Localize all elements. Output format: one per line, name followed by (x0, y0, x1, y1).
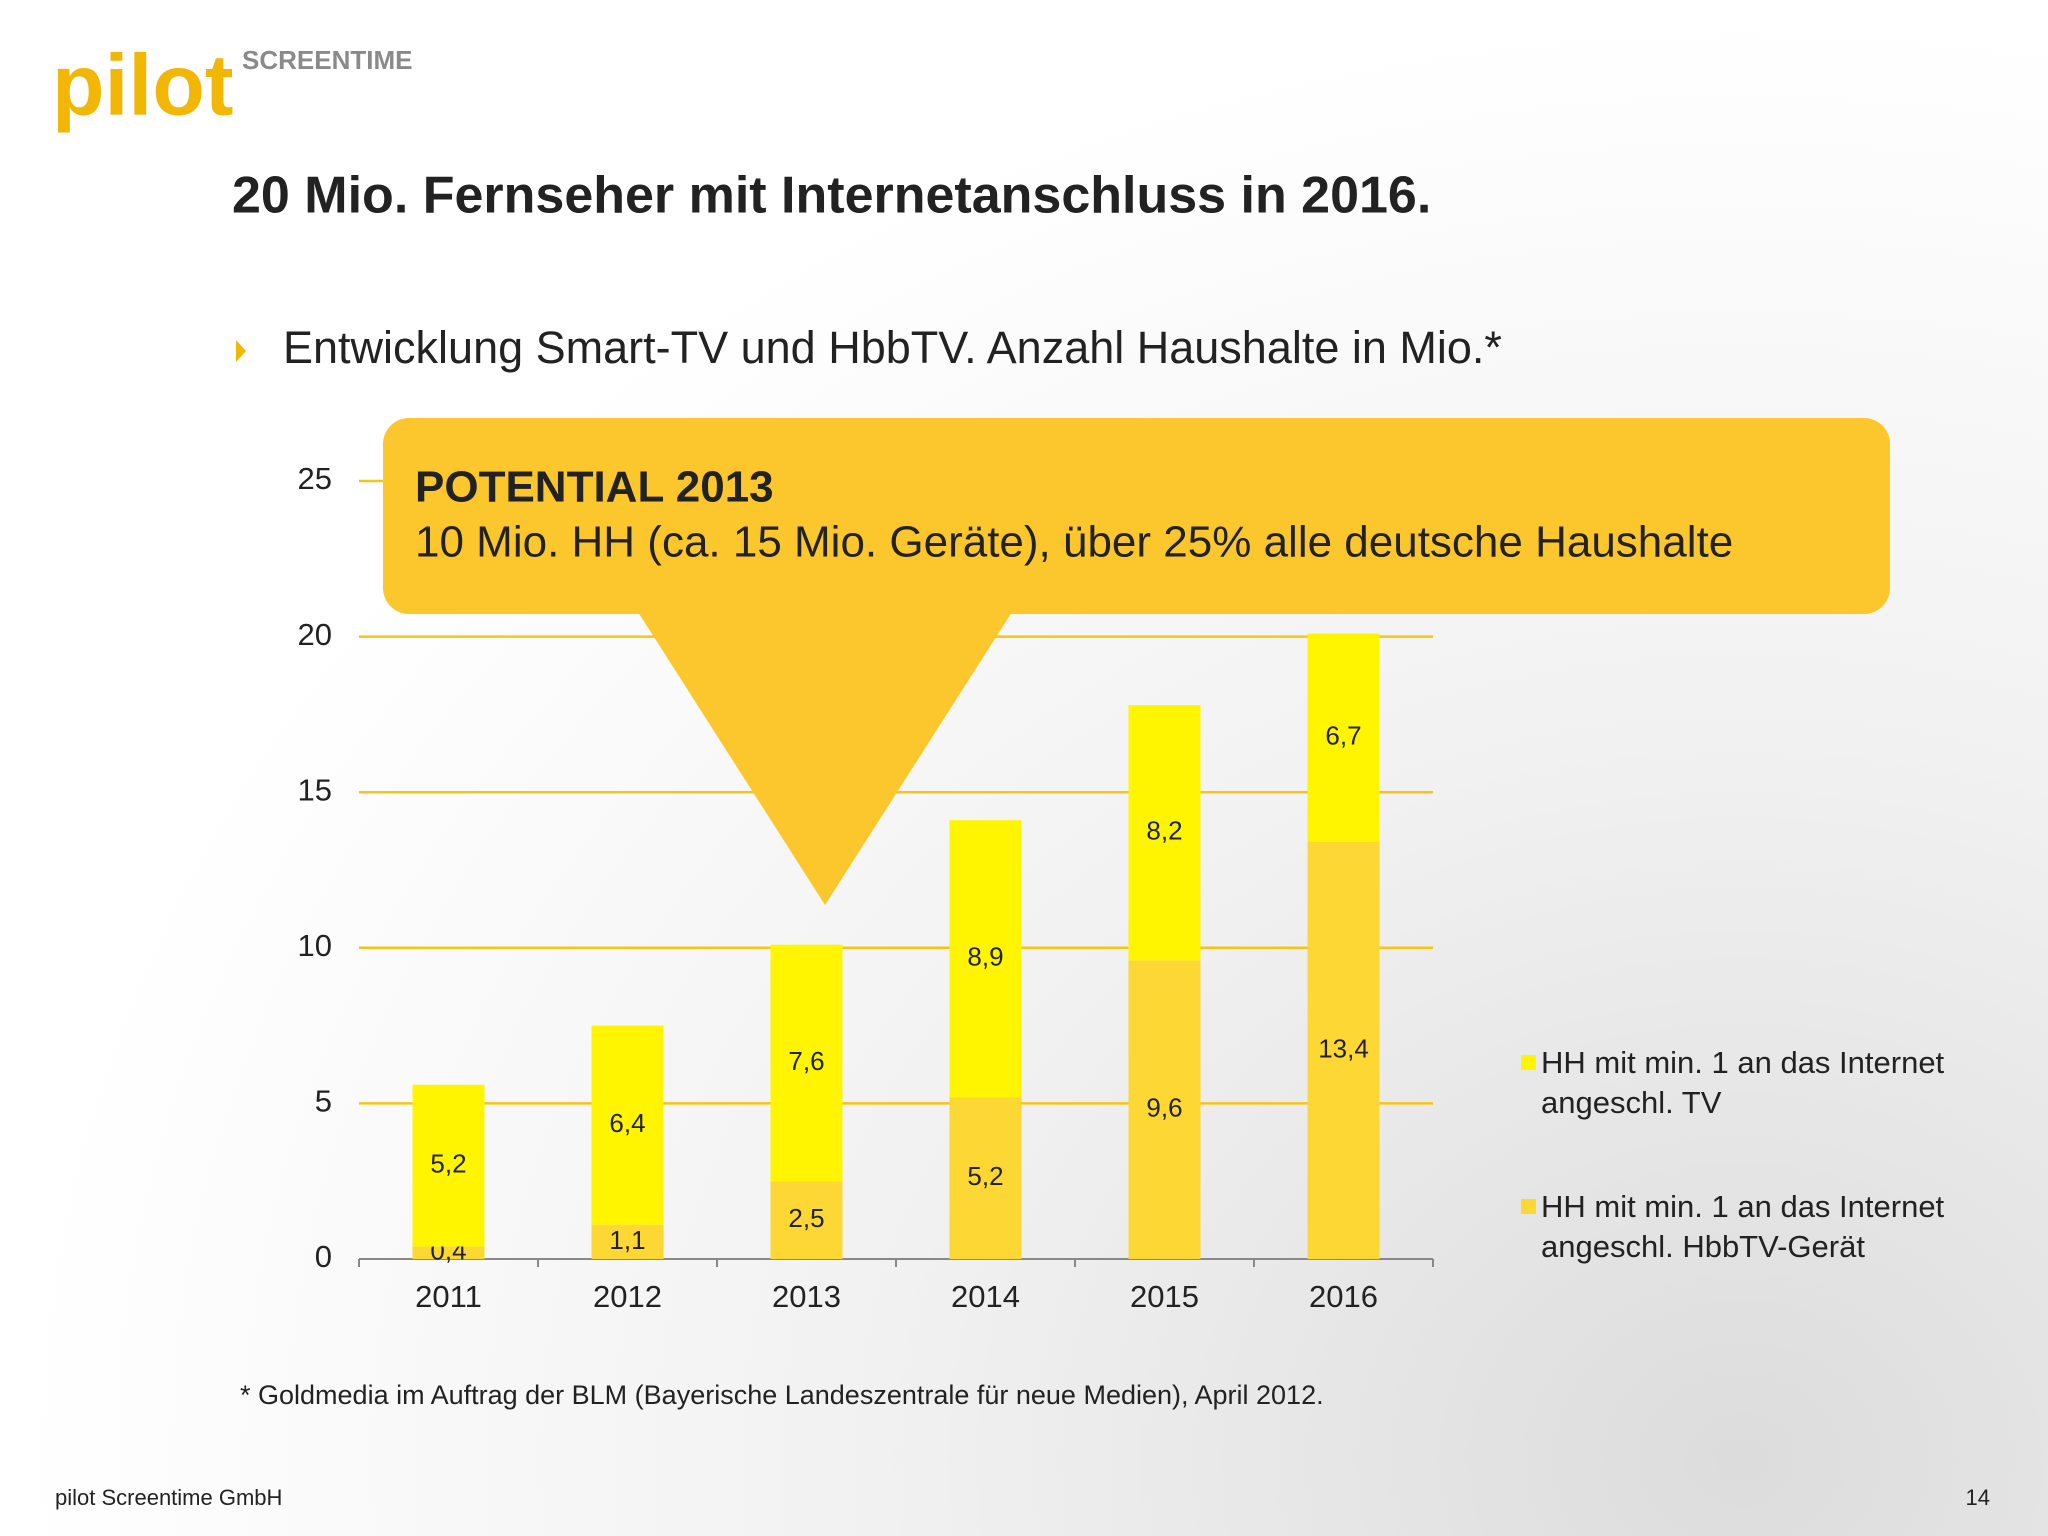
data-label: 8,9 (967, 942, 1003, 972)
bar-segment (770, 1181, 843, 1259)
data-label: 7,6 (788, 1046, 824, 1076)
callout-text: 10 Mio. HH (ca. 15 Mio. Geräte), über 25… (415, 518, 1733, 567)
bar-segment (1128, 960, 1201, 1259)
page-number: 14 (1966, 1485, 1990, 1510)
bar-segment (591, 1224, 664, 1259)
data-label: 8,2 (1146, 816, 1182, 846)
footer: pilot Screentime GmbH (55, 1485, 282, 1510)
data-label: 5,2 (967, 1161, 1003, 1191)
data-label: 13,4 (1318, 1033, 1369, 1063)
chart: 051015202520110,45,220121,16,420132,57,6… (298, 461, 1434, 1314)
x-tick-label: 2011 (415, 1279, 482, 1314)
data-label: 2,5 (788, 1203, 824, 1233)
logo-brand: pilot (52, 38, 234, 134)
x-tick-label: 2015 (1130, 1279, 1199, 1314)
data-label: 1,1 (609, 1225, 645, 1255)
legend-label: HH mit min. 1 an das Internet angeschl. … (1541, 1045, 1945, 1120)
callout: POTENTIAL 2013 10 Mio. HH (ca. 15 Mio. G… (383, 418, 1890, 905)
y-tick-label: 20 (298, 617, 332, 652)
data-label: 6,7 (1325, 721, 1361, 751)
callout-box (383, 418, 1890, 614)
data-label: 9,6 (1146, 1092, 1182, 1122)
y-tick-label: 15 (298, 772, 332, 807)
bar-segment (949, 820, 1022, 1098)
bar-segment (412, 1246, 485, 1259)
bar-segment (1128, 705, 1201, 961)
bar-segment (949, 1097, 1022, 1259)
legend-label: HH mit min. 1 an das Internet angeschl. … (1541, 1189, 1945, 1264)
callout-pointer (638, 612, 1012, 905)
y-tick-label: 10 (298, 928, 332, 963)
bar-segment (770, 944, 843, 1182)
bullet-icon (236, 340, 246, 362)
x-tick-label: 2016 (1309, 1279, 1378, 1314)
y-tick-label: 0 (315, 1239, 332, 1274)
y-tick-label: 25 (298, 461, 332, 496)
callout-heading: POTENTIAL 2013 (415, 463, 774, 512)
bar-segment (412, 1084, 485, 1247)
x-tick-label: 2014 (951, 1279, 1020, 1314)
logo-sub: SCREENTIME (242, 45, 412, 75)
footnote: * Goldmedia im Auftrag der BLM (Bayerisc… (240, 1380, 1324, 1410)
data-label: 6,4 (609, 1108, 645, 1138)
x-tick-label: 2013 (772, 1279, 841, 1314)
bullet-text: Entwicklung Smart-TV und HbbTV. Anzahl H… (283, 322, 1502, 373)
y-tick-label: 5 (315, 1084, 332, 1119)
bar-segment (591, 1025, 664, 1225)
legend-entry: HH mit min. 1 an das Internet angeschl. … (1521, 1043, 1971, 1123)
legend-swatch (1521, 1055, 1536, 1070)
legend-entry: HH mit min. 1 an das Internet angeschl. … (1521, 1187, 1971, 1267)
slide-title: 20 Mio. Fernseher mit Internetanschluss … (232, 167, 1431, 225)
data-label: 5,2 (430, 1149, 466, 1179)
x-tick-label: 2012 (593, 1279, 662, 1314)
legend-swatch (1521, 1199, 1536, 1214)
bar-segment (1307, 841, 1380, 1259)
bar-segment (1307, 633, 1380, 842)
